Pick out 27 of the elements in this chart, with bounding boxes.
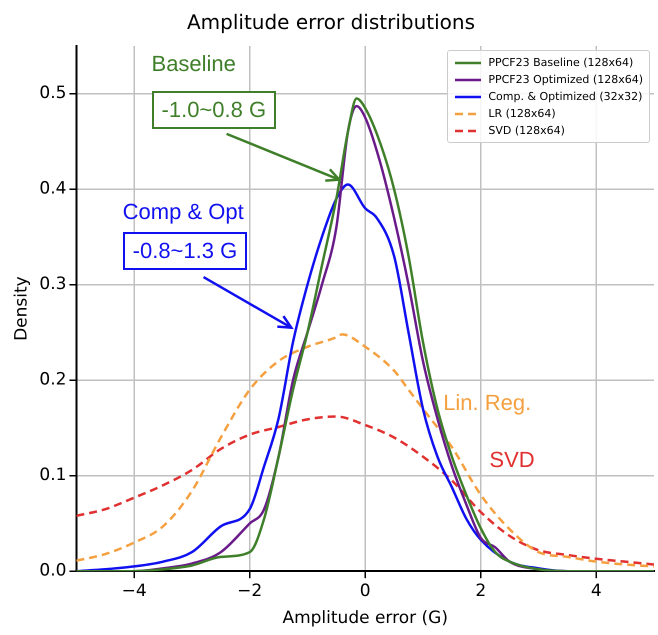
x-tick-label: 2 xyxy=(475,580,486,601)
legend-label: PPCF23 Optimized (128x64) xyxy=(488,72,643,88)
y-axis-title: Density xyxy=(12,276,32,341)
legend-label: PPCF23 Baseline (128x64) xyxy=(488,55,634,71)
y-tick-label: 0.0 xyxy=(39,560,66,581)
x-axis-title: Amplitude error (G) xyxy=(282,608,448,628)
y-tick-label: 0.1 xyxy=(39,465,66,486)
line-series xyxy=(76,415,654,566)
x-tick-label: −2 xyxy=(237,580,262,601)
x-tick-label: 0 xyxy=(360,580,371,601)
legend-label: SVD (128x64) xyxy=(488,123,565,139)
annotation: -1.0~0.8 G xyxy=(152,90,276,129)
annotation: SVD xyxy=(489,447,535,474)
chart-title: Amplitude error distributions xyxy=(186,10,476,34)
line-series xyxy=(76,333,654,568)
y-tick-label: 0.3 xyxy=(39,274,66,294)
annotation: Comp & Opt xyxy=(122,198,244,225)
x-tick-label: 4 xyxy=(590,580,602,601)
annotation: -0.8~1.3 G xyxy=(122,232,248,270)
y-tick-label: 0.2 xyxy=(39,370,66,390)
x-tick-label: −4 xyxy=(122,580,147,601)
legend-label: LR (128x64) xyxy=(488,106,556,122)
annotation: Lin. Reg. xyxy=(443,390,532,416)
y-tick-label: 0.4 xyxy=(39,178,66,199)
y-tick-label: 0.5 xyxy=(39,83,66,104)
legend-label: Comp. & Optimized (32x32) xyxy=(488,89,642,105)
annotation: Baseline xyxy=(152,50,236,77)
